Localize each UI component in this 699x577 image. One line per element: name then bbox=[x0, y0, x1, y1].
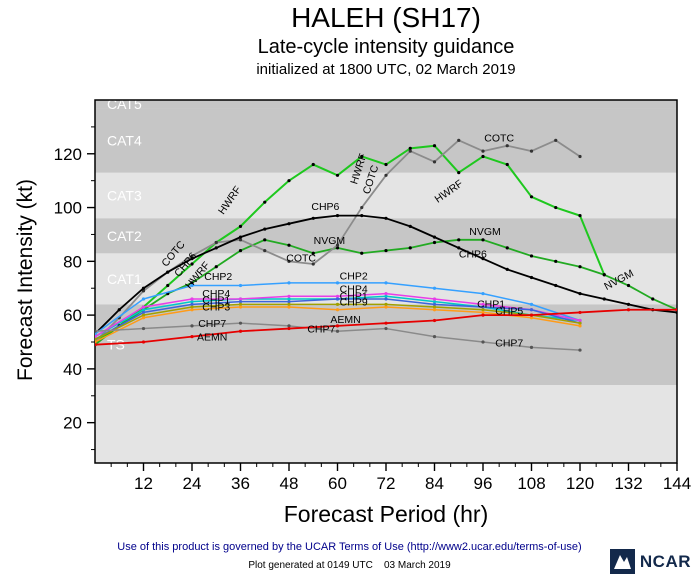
svg-text:96: 96 bbox=[474, 474, 493, 493]
svg-text:36: 36 bbox=[231, 474, 250, 493]
svg-text:CHP3: CHP3 bbox=[202, 301, 230, 313]
svg-text:CHP6: CHP6 bbox=[459, 248, 487, 260]
svg-text:60: 60 bbox=[63, 306, 82, 325]
y-axis-title: Forecast Intensity (kt) bbox=[14, 179, 37, 381]
init-time-line: initialized at 1800 UTC, 02 March 2019 bbox=[256, 61, 516, 78]
x-axis-title: Forecast Period (hr) bbox=[283, 501, 489, 527]
svg-text:40: 40 bbox=[63, 360, 82, 379]
svg-text:CHP9: CHP9 bbox=[340, 297, 368, 309]
band-label-cat5: CAT5 bbox=[107, 96, 142, 112]
band-label-cat4: CAT4 bbox=[107, 132, 142, 148]
ncar-logo-text: NCAR bbox=[639, 551, 691, 571]
svg-text:CHP5: CHP5 bbox=[495, 306, 523, 318]
model-lines bbox=[95, 138, 677, 352]
svg-text:CHP1: CHP1 bbox=[340, 291, 368, 303]
svg-text:COTC: COTC bbox=[484, 133, 514, 145]
svg-text:CHP6: CHP6 bbox=[311, 201, 339, 213]
svg-text:24: 24 bbox=[183, 474, 202, 493]
svg-text:100: 100 bbox=[54, 199, 82, 218]
svg-text:48: 48 bbox=[280, 474, 299, 493]
plot-generated-text: Plot generated at 0149 UTC 03 March 2019 bbox=[248, 560, 451, 571]
svg-text:132: 132 bbox=[614, 474, 642, 493]
svg-text:72: 72 bbox=[377, 474, 396, 493]
svg-text:CHP7: CHP7 bbox=[307, 324, 335, 336]
svg-text:120: 120 bbox=[54, 145, 82, 164]
svg-text:CHP7: CHP7 bbox=[198, 318, 226, 330]
band-label-ts: TS bbox=[107, 337, 125, 353]
band-label-cat3: CAT3 bbox=[107, 187, 142, 203]
svg-text:20: 20 bbox=[63, 414, 82, 433]
svg-text:CHP1: CHP1 bbox=[202, 295, 230, 307]
svg-text:120: 120 bbox=[566, 474, 594, 493]
svg-text:CHP2: CHP2 bbox=[204, 271, 232, 283]
svg-text:NVGM: NVGM bbox=[314, 235, 346, 247]
svg-text:COTC: COTC bbox=[286, 252, 316, 264]
svg-text:84: 84 bbox=[425, 474, 444, 493]
svg-text:80: 80 bbox=[63, 252, 82, 271]
svg-text:144: 144 bbox=[663, 474, 691, 493]
terms-of-use-text: Use of this product is governed by the U… bbox=[117, 541, 582, 553]
svg-text:AEMN: AEMN bbox=[330, 314, 360, 326]
svg-text:CHP1: CHP1 bbox=[477, 299, 505, 311]
svg-text:CHP2: CHP2 bbox=[340, 270, 368, 282]
ncar-logo: NCAR bbox=[605, 549, 691, 574]
axes-ticks: 12 24 36 48 60 72 84 96 108 120 132 144 20 40 60 80 100 1… bbox=[54, 126, 691, 493]
svg-text:CHP7: CHP7 bbox=[495, 338, 523, 350]
svg-text:NVGM: NVGM bbox=[469, 226, 501, 238]
band-label-cat2: CAT2 bbox=[107, 228, 142, 244]
storm-title: HALEH (SH17) bbox=[291, 2, 481, 33]
svg-text:CHP4: CHP4 bbox=[340, 283, 368, 295]
ncar-logo-icon bbox=[609, 549, 635, 574]
svg-text:CHP4: CHP4 bbox=[202, 288, 230, 300]
chart-subtitle: Late-cycle intensity guidance bbox=[257, 36, 515, 58]
svg-text:12: 12 bbox=[134, 474, 153, 493]
svg-text:108: 108 bbox=[517, 474, 545, 493]
band-label-cat1: CAT1 bbox=[107, 271, 142, 287]
svg-text:AEMN: AEMN bbox=[197, 332, 227, 344]
svg-text:60: 60 bbox=[328, 474, 347, 493]
model-line-hwrf bbox=[95, 144, 606, 343]
plot-frame bbox=[94, 99, 678, 464]
category-bands: TS CAT1 CAT2 CAT3 CAT4 CAT5 bbox=[95, 96, 677, 386]
